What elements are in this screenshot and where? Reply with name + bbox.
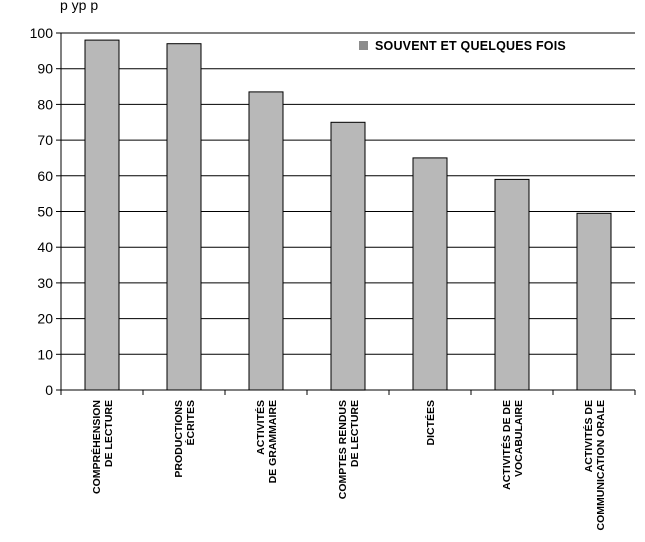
x-tick-label: PRODUCTIONS ÉCRITES (173, 400, 197, 478)
legend-marker (359, 41, 368, 50)
bar (248, 91, 284, 391)
x-tick-label-line: ACTIVITÉS DE (582, 400, 595, 472)
y-tick-label: 0 (45, 382, 53, 398)
bar (412, 157, 448, 391)
legend-label: SOUVENT ET QUELQUES FOIS (375, 39, 566, 53)
y-tick-label: 60 (37, 168, 53, 184)
x-tick-label-line: ÉCRITES (184, 400, 197, 446)
x-tick-label: ACTIVITÉS DE GRAMMAIRE (254, 400, 279, 483)
y-tick-label: 30 (37, 275, 53, 291)
x-tick-label: COMPRÉHENSION DE LECTURE (90, 400, 115, 494)
x-tick-label-line: COMPRÉHENSION (90, 400, 103, 494)
x-tick-label: DICTÉES (424, 400, 437, 446)
y-tick-label: 20 (37, 311, 53, 327)
x-tick-label-line: ACTIVITÉS DE DE (500, 400, 513, 490)
x-tick-label-line: PRODUCTIONS (173, 400, 185, 478)
x-tick-label-line: DE LECTURE (103, 400, 115, 467)
y-tick-label: 70 (37, 132, 53, 148)
legend: SOUVENT ET QUELQUES FOIS (359, 39, 566, 53)
x-tick-label: ACTIVITÉS DE COMMUNICATION ORALE (582, 400, 607, 530)
bar (166, 43, 202, 391)
bar (576, 212, 612, 391)
x-tick-label: ACTIVITÉS DE DE VOCABULAIRE (500, 400, 525, 490)
y-tick-label: 80 (37, 96, 53, 112)
y-tick-label: 90 (37, 61, 53, 77)
bar (84, 39, 120, 391)
x-tick-label-line: DICTÉES (424, 400, 437, 446)
bar (494, 178, 530, 391)
bar (330, 121, 366, 391)
y-axis: 0 10 20 30 40 50 60 70 80 90 100 (30, 25, 62, 398)
x-tick-label: COMPTES RENDUS DE LECTURE (337, 400, 361, 499)
x-tick-label-line: DE GRAMMAIRE (267, 400, 279, 483)
x-tick-label-line: ACTIVITÉS (254, 400, 267, 455)
y-tick-label: 40 (37, 239, 53, 255)
x-axis: COMPRÉHENSION DE LECTURE PRODUCTIONS ÉCRITE… (60, 389, 636, 530)
clipped-top-text: p yp p (60, 0, 98, 13)
x-tick-label-line: VOCABULAIRE (513, 400, 525, 477)
y-tick-label: 50 (37, 204, 53, 220)
y-tick-label: 100 (30, 25, 54, 41)
y-tick-label: 10 (37, 346, 53, 362)
x-tick-label-line: DE LECTURE (349, 400, 361, 467)
x-tick-label-line: COMPTES RENDUS (337, 400, 349, 499)
x-tick-label-line: COMMUNICATION ORALE (595, 400, 607, 530)
